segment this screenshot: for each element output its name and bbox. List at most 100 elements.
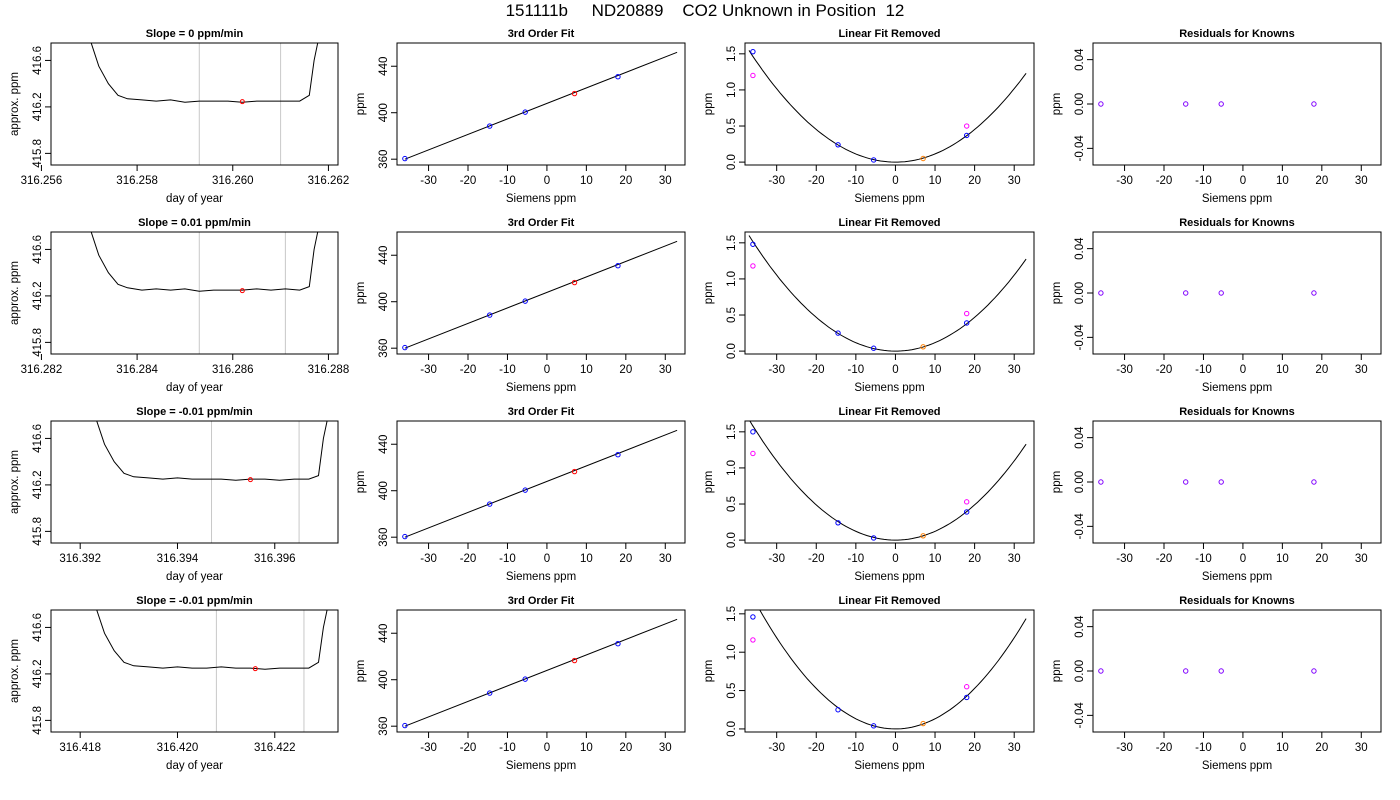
data-point <box>963 694 970 701</box>
plot-area <box>96 421 328 483</box>
page-title: 151111b ND20889 CO2 Unknown in Position … <box>505 1 905 20</box>
data-point <box>571 279 578 286</box>
data-point <box>615 451 621 458</box>
y-tick-label: 1.5 <box>726 606 738 622</box>
x-tick-label: 10 <box>580 175 593 187</box>
y-tick-label: -0.04 <box>1074 324 1086 351</box>
x-tick-label: -20 <box>1156 553 1173 565</box>
y-axis-label: ppm <box>703 660 715 682</box>
x-tick-label: 316.420 <box>157 742 199 754</box>
x-tick-label: -20 <box>460 175 477 187</box>
x-axis-label: Siemens ppm <box>854 760 924 772</box>
x-tick-label: 30 <box>1355 364 1368 376</box>
x-tick-label: 10 <box>929 364 942 376</box>
plot-area <box>402 429 678 540</box>
y-tick-label: 416.6 <box>32 424 44 453</box>
fit-line <box>404 618 678 727</box>
panel-2-1: 3rd Order Fit -30 -20 -10 0 10 20 30 360 400 440 Si… <box>355 406 686 583</box>
y-tick-label: 1.5 <box>726 46 738 62</box>
y-tick-label: 400 <box>378 103 390 122</box>
data-point <box>750 48 756 55</box>
x-tick-label: -10 <box>499 364 516 376</box>
plot-area <box>402 51 678 162</box>
plot-frame <box>1092 231 1382 355</box>
data-point <box>1218 479 1224 485</box>
x-tick-label: 316.260 <box>212 175 254 187</box>
plot-area <box>96 610 328 672</box>
data-point <box>835 707 841 713</box>
panel-title: Residuals for Knowns <box>1179 217 1295 229</box>
panel-2-3: Residuals for Knowns -30 -20 -10 0 10 20 30 -0.0… <box>1051 406 1382 583</box>
x-tick-label: 10 <box>929 553 942 565</box>
x-tick-label: 20 <box>1315 742 1328 754</box>
data-point <box>615 262 621 269</box>
data-point <box>750 637 756 643</box>
y-tick-label: 0.04 <box>1074 237 1086 260</box>
x-tick-label: -30 <box>1116 553 1133 565</box>
x-tick-label: -20 <box>1156 742 1173 754</box>
x-tick-label: 316.256 <box>21 175 63 187</box>
x-tick-label: 30 <box>659 742 672 754</box>
plot-area <box>90 43 319 105</box>
panel-2-0: Slope = -0.01 ppm/min 316.392 316.394 316.3… <box>9 406 339 583</box>
plot-area <box>748 235 1027 352</box>
y-tick-label: 1.0 <box>726 644 738 660</box>
x-tick-label: 316.258 <box>116 175 158 187</box>
x-tick-label: -10 <box>499 175 516 187</box>
data-point <box>487 123 493 129</box>
y-tick-label: 0.00 <box>1074 660 1086 682</box>
sample-point <box>247 477 253 483</box>
data-point <box>402 533 408 540</box>
x-tick-label: -10 <box>848 175 865 187</box>
y-tick-label: 0.00 <box>1074 93 1086 115</box>
y-axis-label: ppm <box>1051 660 1063 682</box>
x-axis-label: Siemens ppm <box>1202 193 1272 205</box>
data-point <box>487 690 493 696</box>
plot-frame <box>744 609 1035 733</box>
y-axis-label: approx. ppm <box>9 450 21 514</box>
y-tick-label: 0.04 <box>1074 426 1086 449</box>
data-point <box>835 142 841 148</box>
x-tick-label: -30 <box>768 742 785 754</box>
y-axis-label: approx. ppm <box>9 261 21 325</box>
x-tick-label: -30 <box>420 742 437 754</box>
y-tick-label: 1.0 <box>726 460 738 476</box>
x-tick-label: 0 <box>544 364 550 376</box>
y-tick-label: 415.8 <box>32 706 44 735</box>
y-tick-label: 0.5 <box>726 496 738 512</box>
x-tick-label: 30 <box>1355 742 1368 754</box>
data-point <box>402 344 408 351</box>
y-tick-label: 400 <box>378 481 390 500</box>
fit-curve <box>748 235 1027 352</box>
x-tick-label: 10 <box>580 553 593 565</box>
x-tick-label: 0 <box>1240 742 1246 754</box>
series-line <box>96 610 328 670</box>
data-point <box>963 310 970 317</box>
x-axis-label: Siemens ppm <box>1202 760 1272 772</box>
x-tick-label: 0 <box>544 175 550 187</box>
y-axis-label: ppm <box>703 471 715 493</box>
y-tick-label: 0.00 <box>1074 282 1086 304</box>
x-tick-label: 30 <box>1355 553 1368 565</box>
y-tick-label: 416.6 <box>32 46 44 75</box>
x-tick-label: 30 <box>1008 364 1021 376</box>
y-axis-label: ppm <box>355 471 367 493</box>
data-point <box>963 684 970 690</box>
plot-frame <box>744 420 1035 544</box>
plot-frame <box>50 609 339 733</box>
x-tick-label: 10 <box>580 742 593 754</box>
x-tick-label: 10 <box>1276 742 1289 754</box>
data-point <box>963 123 970 129</box>
panel-title: Residuals for Knowns <box>1179 28 1295 40</box>
panel-title: Linear Fit Removed <box>838 595 940 607</box>
x-tick-label: 0 <box>544 742 550 754</box>
panel-1-1: 3rd Order Fit -30 -20 -10 0 10 20 30 360 400 440 Si… <box>355 217 686 394</box>
x-tick-label: 316.262 <box>308 175 350 187</box>
x-tick-label: 10 <box>929 742 942 754</box>
y-tick-label: 1.5 <box>726 424 738 440</box>
plot-area <box>402 618 678 729</box>
y-tick-label: -0.04 <box>1074 135 1086 162</box>
data-point <box>1183 290 1189 296</box>
plot-area <box>1098 479 1317 485</box>
x-axis-label: Siemens ppm <box>506 760 576 772</box>
